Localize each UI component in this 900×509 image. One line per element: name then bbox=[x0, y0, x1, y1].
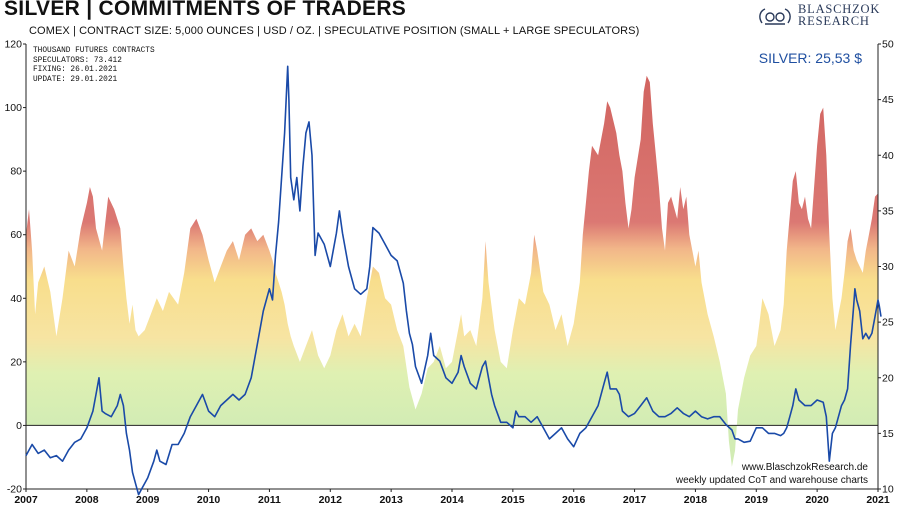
right-tick-label: 45 bbox=[882, 94, 894, 106]
silver-price-line-group bbox=[25, 65, 882, 496]
speculative-position-area-path bbox=[26, 75, 878, 467]
brand-line-1: BLASCHZOK bbox=[798, 2, 881, 16]
x-tick-label: 2017 bbox=[623, 494, 647, 506]
x-tick-label: 2015 bbox=[501, 494, 525, 506]
credit-note: weekly updated CoT and warehouse charts bbox=[675, 474, 868, 486]
source-credit: www.BlaschzokResearch.de weekly updated … bbox=[676, 462, 868, 487]
x-tick-label: 2019 bbox=[745, 494, 769, 506]
right-tick-label: 30 bbox=[882, 261, 894, 273]
x-tick-label: 2009 bbox=[136, 494, 160, 506]
left-tick-label: 60 bbox=[10, 229, 22, 241]
right-tick-label: 15 bbox=[882, 428, 894, 440]
x-tick-label: 2010 bbox=[197, 494, 221, 506]
right-tick-label: 20 bbox=[882, 372, 894, 384]
chart-subtitle: COMEX | CONTRACT SIZE: 5,000 OUNCES | US… bbox=[29, 25, 640, 37]
right-tick-label: 35 bbox=[882, 205, 894, 217]
brand-wordmark: BLASCHZOK RESEARCH bbox=[798, 2, 881, 28]
right-tick-label: 50 bbox=[882, 39, 894, 51]
left-tick-label: 80 bbox=[10, 166, 22, 178]
right-tick-label: 10 bbox=[882, 484, 894, 496]
brand-line-2: RESEARCH bbox=[798, 14, 870, 28]
left-tick-label: 120 bbox=[4, 39, 22, 51]
chart-title: SILVER | COMMITMENTS OF TRADERS bbox=[4, 0, 407, 20]
left-tick-label: 20 bbox=[10, 356, 22, 368]
x-tick-label: 2016 bbox=[562, 494, 586, 506]
right-tick-label: 40 bbox=[882, 150, 894, 162]
tick-labels: -20 0 20 40 60 80 100 120 10 15 20 25 30 35 40 45 50 2007… bbox=[4, 39, 893, 507]
left-tick-label: 100 bbox=[4, 102, 22, 114]
x-tick-label: 2007 bbox=[14, 494, 38, 506]
speculative-position-area bbox=[26, 75, 878, 467]
brand-logo: BLASCHZOK RESEARCH bbox=[756, 3, 896, 31]
x-tick-label: 2012 bbox=[319, 494, 343, 506]
x-tick-label: 2021 bbox=[866, 494, 890, 506]
info-speculators: SPECULATORS: 73.412 bbox=[33, 56, 122, 65]
x-tick-label: 2008 bbox=[75, 494, 99, 506]
info-update: UPDATE: 29.01.2021 bbox=[33, 75, 118, 84]
x-tick-label: 2011 bbox=[258, 494, 281, 506]
credit-site: www.BlaschzokResearch.de bbox=[741, 462, 868, 473]
left-tick-label: 0 bbox=[16, 420, 22, 432]
x-tick-label: 2013 bbox=[379, 494, 403, 506]
laurel-crest-icon bbox=[759, 8, 791, 25]
right-tick-label: 25 bbox=[882, 317, 894, 329]
silver-price-label: SILVER: 25,53 $ bbox=[758, 50, 862, 66]
info-box: THOUSAND FUTURES CONTRACTS SPECULATORS: … bbox=[33, 47, 155, 85]
info-fixing: FIXING: 26.01.2021 bbox=[33, 66, 118, 75]
x-tick-label: 2020 bbox=[805, 494, 829, 506]
axes bbox=[23, 43, 881, 492]
x-tick-label: 2014 bbox=[440, 494, 464, 506]
silver-price-line bbox=[25, 65, 882, 496]
info-units: THOUSAND FUTURES CONTRACTS bbox=[33, 47, 155, 55]
left-tick-label: -20 bbox=[7, 484, 22, 496]
left-tick-label: 40 bbox=[10, 293, 22, 305]
x-tick-label: 2018 bbox=[684, 494, 708, 506]
